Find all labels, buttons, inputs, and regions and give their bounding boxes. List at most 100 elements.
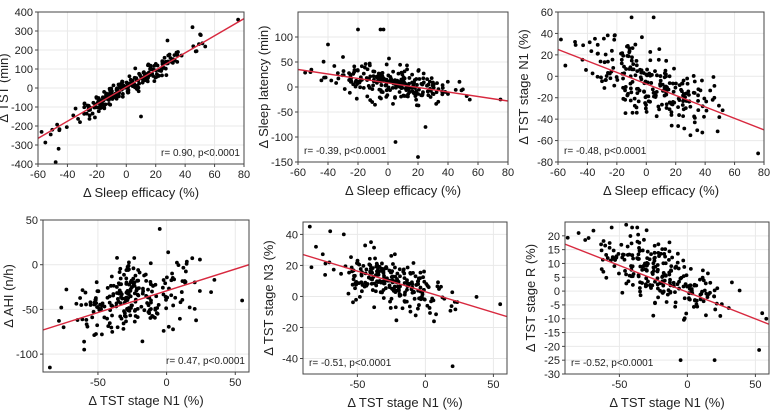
data-point <box>117 94 121 99</box>
data-point <box>644 102 648 107</box>
data-point <box>638 280 642 285</box>
data-point <box>410 280 414 285</box>
data-point <box>174 50 179 55</box>
data-point <box>631 256 635 261</box>
data-point <box>635 91 640 96</box>
data-point <box>79 303 84 307</box>
data-point <box>573 43 578 47</box>
y-tick-label: -50 <box>22 304 38 316</box>
data-point <box>119 316 124 321</box>
data-point <box>636 86 640 91</box>
data-point <box>415 83 419 87</box>
data-point <box>414 97 419 102</box>
data-point <box>622 71 627 76</box>
data-point <box>658 82 663 87</box>
data-point <box>383 83 388 88</box>
data-point <box>95 289 100 294</box>
data-point <box>652 243 657 248</box>
x-tick-label: -20 <box>89 169 105 181</box>
data-point <box>166 53 171 58</box>
data-point <box>323 261 328 266</box>
data-point <box>629 241 634 246</box>
data-point <box>43 140 48 145</box>
data-point <box>658 78 663 83</box>
data-point <box>150 289 154 294</box>
data-point <box>695 128 700 133</box>
data-point <box>53 160 58 164</box>
data-point <box>700 268 705 273</box>
data-point <box>111 83 116 88</box>
correlation-annotation: r= -0.39, p<0.0001 <box>304 146 387 157</box>
data-point <box>658 74 663 78</box>
data-point <box>376 272 381 277</box>
data-point <box>598 59 603 64</box>
data-point <box>671 81 675 86</box>
data-point <box>361 263 366 268</box>
data-point <box>394 318 399 323</box>
x-tick-label: -20 <box>609 167 625 179</box>
data-point <box>332 64 337 68</box>
data-point <box>448 308 453 313</box>
data-point <box>426 93 431 98</box>
data-point <box>303 70 308 75</box>
data-point <box>335 71 340 76</box>
x-tick-label: -40 <box>579 167 595 179</box>
data-point <box>107 321 112 326</box>
y-tick-label: 60 <box>541 7 553 19</box>
data-point <box>153 315 157 320</box>
data-point <box>698 88 703 93</box>
data-point <box>416 69 421 73</box>
data-point <box>692 283 697 288</box>
x-tick-label: 50 <box>749 379 761 391</box>
data-point <box>391 262 395 266</box>
data-point <box>323 272 328 277</box>
data-points <box>39 17 241 164</box>
data-point <box>450 290 455 295</box>
data-point <box>395 271 400 276</box>
y-axis-title: Δ TST stage N3 (%) <box>261 240 276 355</box>
data-point <box>604 275 609 280</box>
x-tick-label: 40 <box>442 167 454 179</box>
data-point <box>623 268 627 273</box>
data-point <box>117 270 122 275</box>
data-point <box>604 253 609 257</box>
data-point <box>380 290 384 295</box>
data-point <box>612 33 617 38</box>
data-point <box>356 27 360 32</box>
data-point <box>122 313 127 318</box>
data-point <box>649 81 654 85</box>
data-point <box>591 228 596 233</box>
data-point <box>652 255 657 260</box>
data-point <box>616 251 621 256</box>
data-point <box>685 81 690 86</box>
data-point <box>715 286 720 291</box>
data-point <box>326 42 330 47</box>
data-point <box>674 264 679 269</box>
data-point <box>664 58 669 63</box>
data-point <box>687 92 691 97</box>
data-point <box>402 69 407 74</box>
data-point <box>391 101 395 106</box>
data-point <box>636 99 641 104</box>
data-point <box>119 83 124 88</box>
data-point <box>626 279 631 284</box>
data-point <box>656 242 661 247</box>
data-point <box>365 282 370 286</box>
data-point <box>696 93 700 98</box>
data-point <box>164 297 168 302</box>
data-point <box>698 292 703 297</box>
data-point <box>673 304 678 309</box>
data-point <box>669 110 674 115</box>
data-point <box>760 311 765 316</box>
data-point <box>80 288 85 293</box>
data-point <box>159 69 164 73</box>
data-point <box>102 315 107 320</box>
data-point <box>712 83 717 88</box>
data-point <box>165 38 170 43</box>
data-point <box>240 298 245 303</box>
data-point <box>631 62 636 66</box>
data-point <box>681 99 686 104</box>
data-point <box>637 246 641 250</box>
data-point <box>357 295 362 299</box>
